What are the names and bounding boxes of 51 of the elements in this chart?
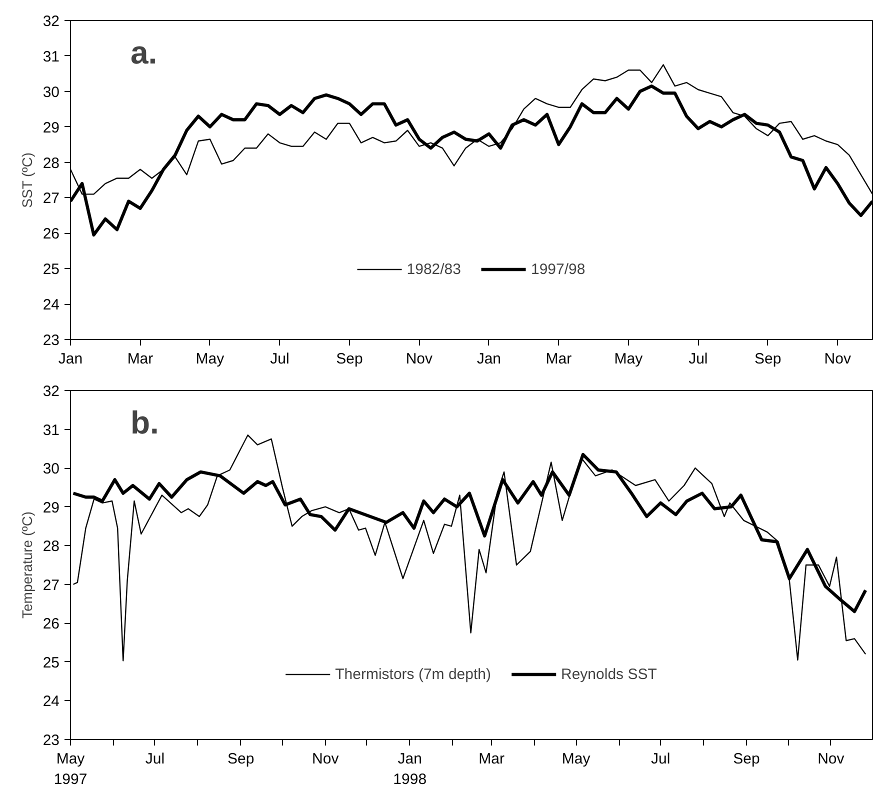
x-tick-label: Jul xyxy=(688,350,708,368)
x-tick-label: Jul xyxy=(270,350,290,368)
y-tick-label: 25 xyxy=(42,654,60,672)
x-tick-label: Nov xyxy=(818,750,845,768)
line-series xyxy=(72,434,866,662)
text: a. xyxy=(130,34,158,70)
x-tick-label: Jan 1998 xyxy=(393,750,427,788)
x-tick-label: Nov xyxy=(312,750,340,768)
x-tick-label: Sep xyxy=(733,750,760,768)
legend-label: 1997/98 xyxy=(531,260,586,278)
x-tick-label: Sep xyxy=(336,350,363,368)
x-tick-label: Mar xyxy=(546,350,572,368)
y-tick-label: 27 xyxy=(42,576,60,594)
x-tick-label: May xyxy=(196,350,225,368)
x-tick-label: Sep xyxy=(228,750,254,768)
x-tick-label: Nov xyxy=(824,350,852,368)
x-tick-label: Jan xyxy=(58,350,83,368)
legend-label: Thermistors (7m depth) xyxy=(335,666,491,682)
y-axis-title: SST (ºC) xyxy=(18,152,35,208)
y-tick-label: 31 xyxy=(42,422,60,439)
y-tick-label: 30 xyxy=(42,460,60,478)
y-tick-label: 26 xyxy=(42,226,60,243)
x-tick-label: Jul xyxy=(650,750,670,768)
y-tick-label: 29 xyxy=(42,499,60,516)
y-tick-label: 26 xyxy=(42,616,60,633)
y-tick-label: 31 xyxy=(42,48,60,66)
legend-label: 1982/83 xyxy=(406,260,461,278)
y-tick-label: 23 xyxy=(42,332,60,349)
x-tick-label: Mar xyxy=(478,750,505,768)
y-tick-label: 29 xyxy=(42,119,60,136)
y-tick-label: 28 xyxy=(42,538,60,556)
y-tick-label: 32 xyxy=(42,13,60,30)
y-tick-label: 32 xyxy=(42,383,60,400)
x-tick-label: May xyxy=(614,350,644,368)
y-tick-label: 27 xyxy=(42,190,60,208)
y-tick-label: 23 xyxy=(42,732,60,749)
x-tick-label: May xyxy=(562,750,591,768)
y-tick-label: 28 xyxy=(42,154,60,172)
x-tick-label: May 1997 xyxy=(54,750,88,788)
y-tick-label: 30 xyxy=(42,84,60,101)
x-tick-label: Jan xyxy=(476,350,502,368)
chart-title: b. xyxy=(130,404,159,440)
x-tick-label: Nov xyxy=(406,350,434,368)
x-tick-label: Jul xyxy=(145,750,165,768)
y-tick-label: 25 xyxy=(42,261,60,278)
x-tick-label: Sep xyxy=(754,350,782,368)
legend-label: Reynolds SST xyxy=(561,666,657,682)
x-tick-label: Mar xyxy=(127,350,154,368)
y-tick-label: 24 xyxy=(42,693,60,710)
y-axis-title: Temperature (ºC) xyxy=(18,511,35,619)
y-tick-label: 24 xyxy=(42,296,60,314)
